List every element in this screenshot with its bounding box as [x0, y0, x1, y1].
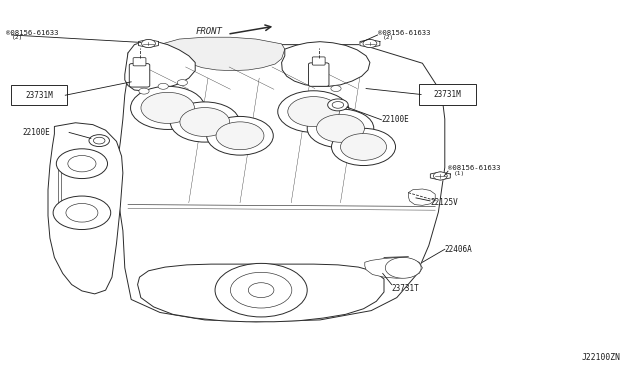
- Text: 22406A: 22406A: [445, 245, 472, 254]
- Circle shape: [141, 39, 156, 48]
- Circle shape: [332, 102, 344, 108]
- Circle shape: [158, 83, 168, 89]
- Circle shape: [68, 155, 96, 172]
- Circle shape: [56, 149, 108, 179]
- FancyBboxPatch shape: [308, 63, 329, 86]
- Text: ®08156-61633: ®08156-61633: [6, 30, 59, 36]
- Circle shape: [89, 135, 109, 147]
- Circle shape: [53, 196, 111, 230]
- Text: 22100E: 22100E: [381, 115, 409, 124]
- FancyBboxPatch shape: [133, 58, 146, 66]
- Polygon shape: [157, 37, 285, 71]
- FancyBboxPatch shape: [419, 84, 476, 105]
- Circle shape: [278, 91, 349, 132]
- FancyBboxPatch shape: [129, 64, 150, 87]
- Text: (2): (2): [383, 35, 394, 41]
- Text: (1): (1): [454, 171, 465, 176]
- FancyBboxPatch shape: [11, 85, 67, 105]
- Circle shape: [207, 116, 273, 155]
- Text: ®08156-61633: ®08156-61633: [448, 165, 500, 171]
- Circle shape: [312, 81, 322, 87]
- Circle shape: [331, 86, 341, 92]
- Circle shape: [317, 115, 364, 142]
- Polygon shape: [282, 42, 370, 86]
- Circle shape: [363, 39, 377, 48]
- Circle shape: [433, 172, 447, 180]
- Circle shape: [180, 108, 230, 137]
- Text: ®08156-61633: ®08156-61633: [378, 30, 430, 36]
- Circle shape: [332, 128, 396, 166]
- Text: FRONT: FRONT: [196, 27, 223, 36]
- Circle shape: [141, 92, 195, 124]
- Polygon shape: [138, 39, 159, 48]
- Text: 22100E: 22100E: [22, 128, 50, 137]
- Polygon shape: [360, 39, 380, 48]
- Circle shape: [216, 122, 264, 150]
- Circle shape: [230, 272, 292, 308]
- Text: J22100ZN: J22100ZN: [582, 353, 621, 362]
- Polygon shape: [138, 264, 384, 322]
- Circle shape: [66, 203, 98, 222]
- Polygon shape: [365, 257, 422, 278]
- Circle shape: [385, 257, 421, 278]
- Polygon shape: [125, 41, 195, 91]
- Circle shape: [93, 137, 105, 144]
- Circle shape: [340, 134, 387, 160]
- Circle shape: [288, 97, 339, 126]
- Polygon shape: [116, 45, 445, 322]
- Circle shape: [248, 283, 274, 298]
- Text: 23731M: 23731M: [433, 90, 461, 99]
- Polygon shape: [408, 189, 435, 205]
- Text: 22125V: 22125V: [430, 198, 458, 207]
- Circle shape: [139, 88, 149, 94]
- Polygon shape: [430, 172, 451, 180]
- Text: (2): (2): [12, 35, 23, 41]
- Circle shape: [170, 102, 239, 142]
- Circle shape: [131, 86, 205, 129]
- Circle shape: [177, 80, 188, 86]
- Text: 23731M: 23731M: [25, 91, 53, 100]
- Circle shape: [328, 99, 348, 111]
- Polygon shape: [48, 123, 123, 294]
- FancyBboxPatch shape: [312, 57, 325, 65]
- Text: 23731T: 23731T: [392, 284, 419, 293]
- Circle shape: [215, 263, 307, 317]
- Circle shape: [307, 109, 374, 148]
